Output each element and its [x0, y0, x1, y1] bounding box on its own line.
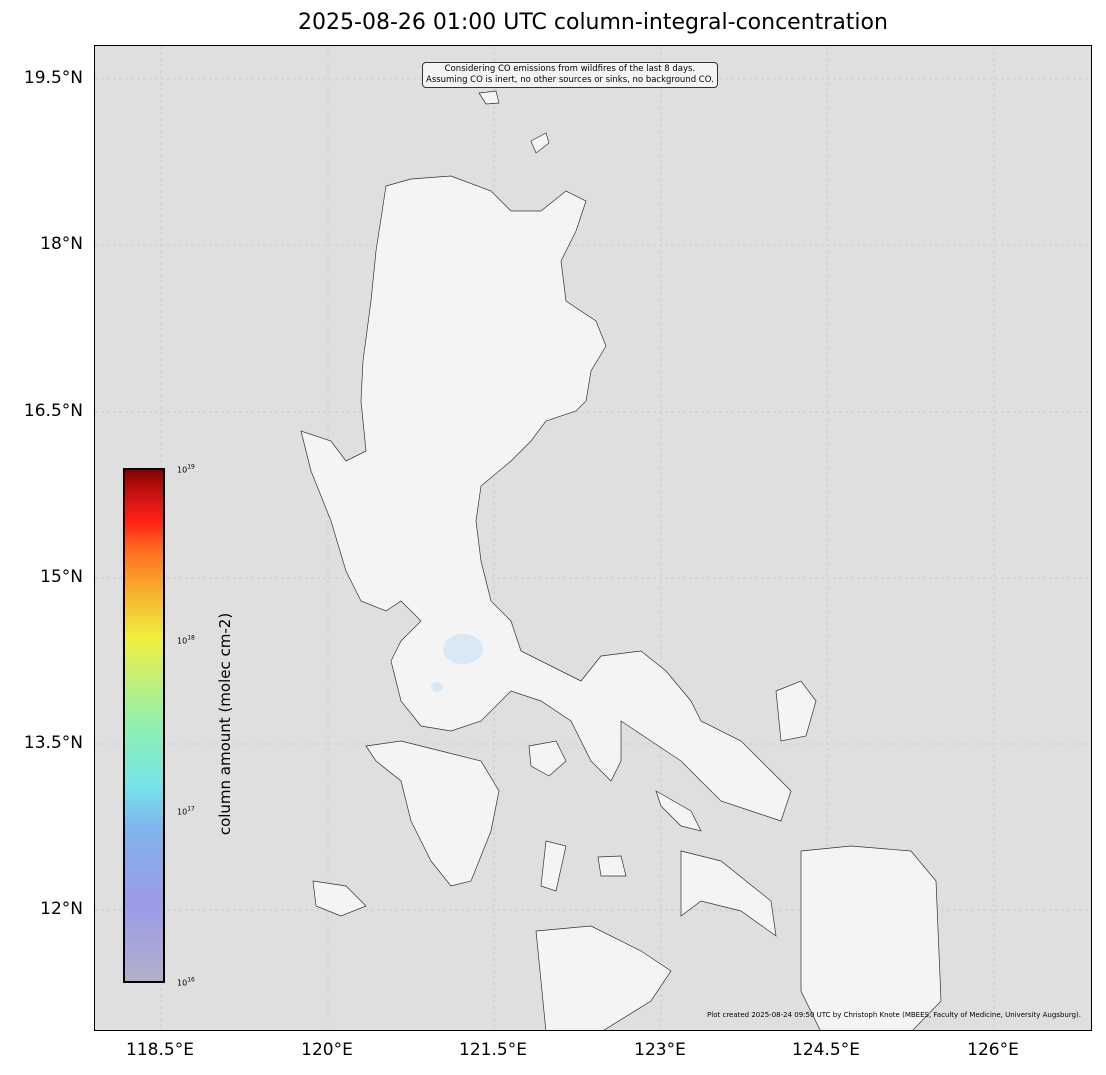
annotation-line: Assuming CO is inert, no other sources o… [426, 75, 714, 85]
x-tick: 126°E [967, 1040, 1019, 1060]
mindoro [365, 740, 500, 887]
masbate [655, 790, 702, 832]
colorbar-tick: 1017 [177, 805, 195, 817]
catanduanes [775, 680, 817, 742]
tablas [597, 855, 627, 877]
samar-leyte [800, 845, 942, 1030]
x-tick: 118.5°E [126, 1040, 194, 1060]
y-tick: 15°N [40, 567, 83, 587]
gridlines [95, 46, 1091, 1030]
calamian [312, 880, 367, 917]
credit-text: Plot created 2025-08-24 09:50 UTC by Chr… [707, 1011, 1081, 1019]
colorbar [123, 468, 165, 983]
y-tick: 16.5°N [23, 401, 83, 421]
x-tick: 120°E [301, 1040, 353, 1060]
lakes [431, 634, 483, 692]
x-tick: 124.5°E [792, 1040, 860, 1060]
panay [535, 925, 672, 1030]
map-canvas [95, 46, 1091, 1030]
annotation-line: Considering CO emissions from wildfires … [444, 64, 696, 74]
colorbar-tick: 1019 [177, 463, 195, 475]
x-tick: 123°E [634, 1040, 686, 1060]
burias-ticao [680, 850, 777, 937]
y-tick: 18°N [40, 234, 83, 254]
x-tick: 121.5°E [459, 1040, 527, 1060]
landmass [300, 90, 942, 1030]
colorbar-tick: 1016 [177, 976, 195, 988]
luzon [300, 175, 792, 822]
colorbar-label: column amount (molec cm-2) [216, 612, 234, 836]
map-frame: Considering CO emissions from wildfires … [94, 45, 1092, 1031]
y-tick: 13.5°N [23, 733, 83, 753]
y-tick: 12°N [40, 899, 83, 919]
annotation-box: Considering CO emissions from wildfires … [422, 62, 718, 88]
romblon [540, 840, 567, 892]
plot-title: 2025-08-26 01:00 UTC column-integral-con… [298, 10, 888, 35]
y-tick: 19.5°N [23, 68, 83, 88]
marinduque [528, 740, 567, 777]
batanes [478, 90, 500, 105]
colorbar-tick: 1018 [177, 634, 195, 646]
babuyan [530, 132, 550, 154]
